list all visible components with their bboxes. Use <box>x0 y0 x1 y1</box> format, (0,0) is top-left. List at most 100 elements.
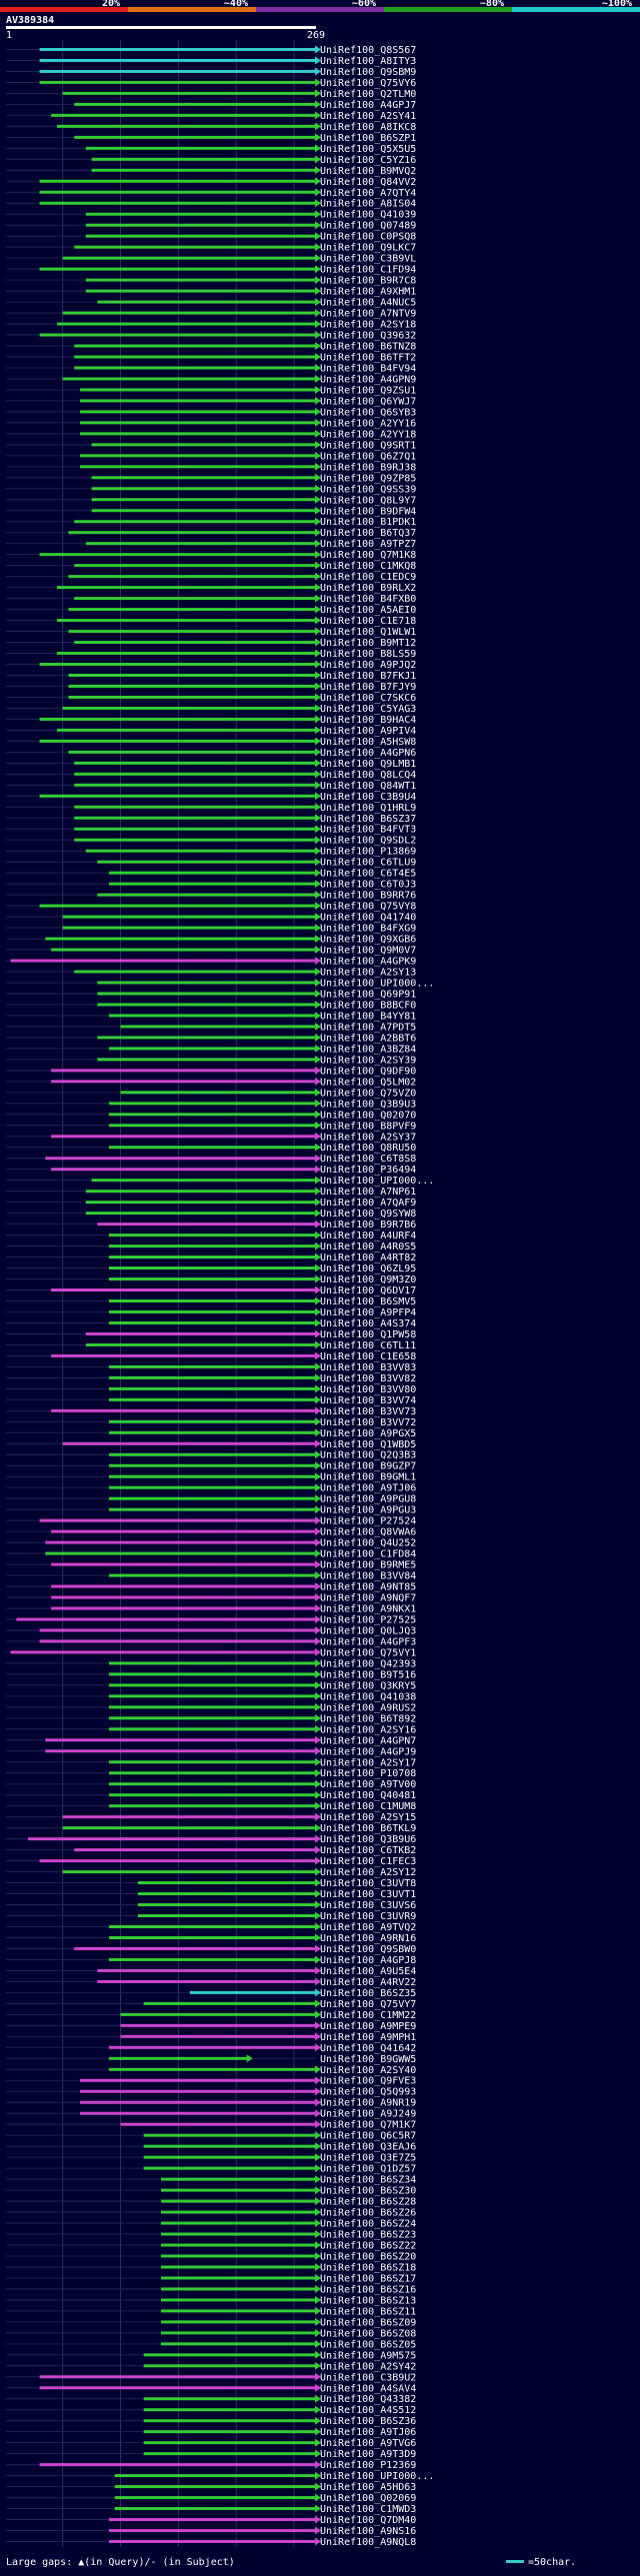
hit-label[interactable]: UniRef100_B3VV74 <box>320 1395 416 1406</box>
hit-row[interactable]: UniRef100_C1MUM8 <box>6 1801 416 1812</box>
hit-row[interactable]: UniRef100_C3B9U4 <box>6 792 416 803</box>
hit-label[interactable]: UniRef100_A4RT82 <box>320 1253 416 1264</box>
hit-label[interactable]: UniRef100_A2SY41 <box>320 111 416 122</box>
hit-row[interactable]: UniRef100_Q1PW58 <box>6 1329 416 1340</box>
hit-label[interactable]: UniRef100_B6SZ09 <box>320 2317 416 2328</box>
hit-label[interactable]: UniRef100_Q1WLW1 <box>320 627 416 638</box>
hit-row[interactable]: UniRef100_Q9LMB1 <box>6 759 416 770</box>
hit-label[interactable]: UniRef100_A9PGU8 <box>320 1494 416 1505</box>
hit-label[interactable]: UniRef100_B6SZ17 <box>320 2273 416 2284</box>
hit-row[interactable]: UniRef100_B6SZ05 <box>6 2339 416 2350</box>
hit-label[interactable]: UniRef100_C6T4E5 <box>320 869 416 880</box>
hit-row[interactable]: UniRef100_A9TPZ7 <box>6 539 416 550</box>
hit-label[interactable]: UniRef100_B6SZ28 <box>320 2197 416 2208</box>
hit-label[interactable]: UniRef100_Q39632 <box>320 331 416 342</box>
hit-row[interactable]: UniRef100_P13869 <box>6 847 416 858</box>
hit-row[interactable]: UniRef100_B9R7C8 <box>6 276 416 287</box>
hit-row[interactable]: UniRef100_C6T0J3 <box>6 880 416 891</box>
hit-label[interactable]: UniRef100_A9NT85 <box>320 1582 416 1593</box>
hit-label[interactable]: UniRef100_A9PFP4 <box>320 1307 416 1318</box>
hit-label[interactable]: UniRef100_A4SAV4 <box>320 2383 416 2394</box>
hit-label[interactable]: UniRef100_Q8S567 <box>320 45 416 56</box>
hit-label[interactable]: UniRef100_A7NP61 <box>320 1187 416 1198</box>
hit-row[interactable]: UniRef100_B8PVF9 <box>6 1121 416 1132</box>
hit-row[interactable]: UniRef100_A2SY39 <box>6 1055 416 1066</box>
hit-row[interactable]: UniRef100_B4FXB0 <box>6 594 416 605</box>
hit-label[interactable]: UniRef100_Q9SRT1 <box>320 440 416 451</box>
hit-label[interactable]: UniRef100_A2SY13 <box>320 968 416 979</box>
hit-row[interactable]: UniRef100_A9NS16 <box>6 2526 416 2537</box>
hit-label[interactable]: UniRef100_B6SZ36 <box>320 2416 416 2427</box>
hit-row[interactable]: UniRef100_Q02069 <box>6 2493 416 2504</box>
hit-label[interactable]: UniRef100_Q41038 <box>320 1691 416 1702</box>
hit-row[interactable]: UniRef100_B6SMV5 <box>6 1296 416 1307</box>
hit-label[interactable]: UniRef100_A9PGU3 <box>320 1505 416 1516</box>
hit-row[interactable]: UniRef100_C3UVT1 <box>6 1889 416 1900</box>
hit-row[interactable]: UniRef100_P27525 <box>6 1614 416 1625</box>
hit-row[interactable]: UniRef100_A7NTV9 <box>6 309 416 320</box>
hit-label[interactable]: UniRef100_P27524 <box>320 1516 416 1527</box>
hit-label[interactable]: UniRef100_B9HAC4 <box>320 715 416 726</box>
hit-label[interactable]: UniRef100_Q07489 <box>320 221 416 232</box>
hit-label[interactable]: UniRef100_B6SZ35 <box>320 1988 416 1999</box>
hit-row[interactable]: UniRef100_Q3B9U6 <box>6 1834 416 1845</box>
hit-row[interactable]: UniRef100_B6SZ16 <box>6 2284 416 2295</box>
hit-label[interactable]: UniRef100_A4GPJ9 <box>320 1746 416 1757</box>
hit-row[interactable]: UniRef100_Q7M1K7 <box>6 2120 416 2131</box>
hit-row[interactable]: UniRef100_A9PGU3 <box>6 1505 416 1516</box>
hit-label[interactable]: UniRef100_Q6Z7Q1 <box>320 451 416 462</box>
hit-label[interactable]: UniRef100_A9TVQ2 <box>320 1922 416 1933</box>
hit-row[interactable]: UniRef100_Q9M0V7 <box>6 946 416 957</box>
hit-row[interactable]: UniRef100_Q6ZL95 <box>6 1264 416 1275</box>
hit-label[interactable]: UniRef100_B3VV84 <box>320 1571 416 1582</box>
hit-row[interactable]: UniRef100_A9PGU8 <box>6 1494 416 1505</box>
hit-row[interactable]: UniRef100_B6SZ30 <box>6 2186 416 2197</box>
hit-label[interactable]: UniRef100_Q3KRY5 <box>320 1680 416 1691</box>
hit-row[interactable]: UniRef100_Q0LJQ3 <box>6 1625 416 1636</box>
hit-row[interactable]: UniRef100_Q9M3Z0 <box>6 1275 416 1286</box>
hit-label[interactable]: UniRef100_C6TL11 <box>320 1340 416 1351</box>
hit-label[interactable]: UniRef100_C1E718 <box>320 616 416 627</box>
hit-label[interactable]: UniRef100_B9GWW5 <box>320 2054 416 2065</box>
hit-row[interactable]: UniRef100_A4GPF3 <box>6 1636 416 1647</box>
hit-label[interactable]: UniRef100_A7NTV9 <box>320 309 416 320</box>
hit-row[interactable]: UniRef100_B4FVT3 <box>6 825 416 836</box>
hit-label[interactable]: UniRef100_Q9FVE3 <box>320 2076 416 2087</box>
hit-row[interactable]: UniRef100_Q9DF90 <box>6 1066 416 1077</box>
hit-row[interactable]: UniRef100_Q69P91 <box>6 989 416 1000</box>
hit-row[interactable]: UniRef100_C7SKC6 <box>6 693 416 704</box>
hit-row[interactable]: UniRef100_B9RME5 <box>6 1560 416 1571</box>
hit-row[interactable]: UniRef100_Q5Q993 <box>6 2087 416 2098</box>
hit-row[interactable]: UniRef100_B6SZ34 <box>6 2175 416 2186</box>
hit-label[interactable]: UniRef100_C1E658 <box>320 1351 416 1362</box>
hit-row[interactable]: UniRef100_A2SY12 <box>6 1867 416 1878</box>
hit-row[interactable]: UniRef100_B7FKJ1 <box>6 671 416 682</box>
hit-label[interactable]: UniRef100_Q3E7Z5 <box>320 2153 416 2164</box>
hit-row[interactable]: UniRef100_C1MM22 <box>6 2010 416 2021</box>
hit-label[interactable]: UniRef100_B9MVQ2 <box>320 166 416 177</box>
hit-row[interactable]: UniRef100_A9M575 <box>6 2350 416 2361</box>
hit-row[interactable]: UniRef100_C5YAG3 <box>6 704 416 715</box>
hit-label[interactable]: UniRef100_A9RN16 <box>320 1933 416 1944</box>
hit-label[interactable]: UniRef100_C1FD94 <box>320 265 416 276</box>
hit-label[interactable]: UniRef100_Q9SDL2 <box>320 836 416 847</box>
hit-label[interactable]: UniRef100_B8BCF0 <box>320 1000 416 1011</box>
hit-row[interactable]: UniRef100_A9NQL8 <box>6 2537 416 2548</box>
hit-label[interactable]: UniRef100_C3B9U4 <box>320 792 416 803</box>
hit-label[interactable]: UniRef100_C6TLU9 <box>320 858 416 869</box>
hit-row[interactable]: UniRef100_Q84VV2 <box>6 177 416 188</box>
hit-row[interactable]: UniRef100_C3B9U2 <box>6 2372 416 2383</box>
hit-label[interactable]: UniRef100_A5HD63 <box>320 2482 416 2493</box>
hit-row[interactable]: UniRef100_Q39632 <box>6 331 416 342</box>
hit-row[interactable]: UniRef100_B9GML1 <box>6 1472 416 1483</box>
hit-row[interactable]: UniRef100_C1FEC3 <box>6 1856 416 1867</box>
hit-row[interactable]: UniRef100_Q6Z7Q1 <box>6 451 416 462</box>
hit-label[interactable]: UniRef100_B9RJ38 <box>320 462 416 473</box>
hit-label[interactable]: UniRef100_B9RLX2 <box>320 583 416 594</box>
hit-label[interactable]: UniRef100_B6T892 <box>320 1713 416 1724</box>
hit-label[interactable]: UniRef100_B6SZ11 <box>320 2306 416 2317</box>
hit-row[interactable]: UniRef100_A4GPJ8 <box>6 1955 416 1966</box>
hit-label[interactable]: UniRef100_A2SY42 <box>320 2361 416 2372</box>
hit-label[interactable]: UniRef100_Q8L9Y7 <box>320 495 416 506</box>
hit-row[interactable]: UniRef100_C3UVT8 <box>6 1878 416 1889</box>
